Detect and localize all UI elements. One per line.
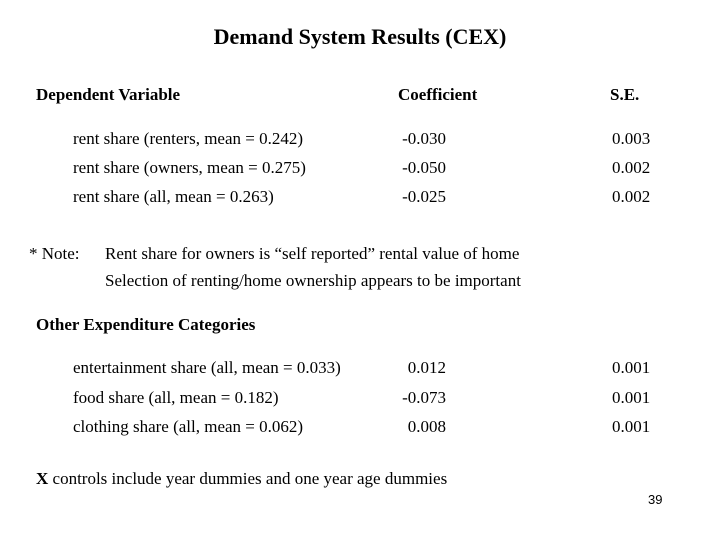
table-row: rent share (all, mean = 0.263) -0.025 0.… (0, 187, 720, 209)
note-marker: * Note: (29, 244, 80, 263)
row-label: rent share (renters, mean = 0.242) (73, 129, 304, 148)
coefficient-value: -0.030 (402, 129, 446, 148)
column-header-dependent-variable: Dependent Variable (36, 85, 181, 104)
note-text-line-2: Selection of renting/home ownership appe… (105, 271, 521, 290)
page-title: Demand System Results (CEX) (213, 24, 507, 49)
table-row: entertainment share (all, mean = 0.033) … (0, 358, 720, 380)
se-value: 0.001 (612, 358, 651, 377)
footnote-x-symbol: X (36, 469, 49, 488)
coefficient-value: 0.008 (407, 417, 446, 436)
footnote: X controls include year dummies and one … (36, 469, 447, 489)
row-label: rent share (all, mean = 0.263) (73, 187, 274, 206)
page-number: 39 (648, 492, 663, 507)
column-header-se: S.E. (610, 85, 640, 104)
section-heading: Other Expenditure Categories (36, 315, 256, 334)
table-row: food share (all, mean = 0.182) -0.073 0.… (0, 388, 720, 410)
table-row: rent share (renters, mean = 0.242) -0.03… (0, 129, 720, 151)
se-value: 0.002 (612, 158, 651, 177)
note-text-line-1: Rent share for owners is “self reported”… (105, 244, 520, 263)
coefficient-value: -0.050 (402, 158, 446, 177)
note-line: * Note: Rent share for owners is “self r… (0, 244, 720, 266)
row-label: rent share (owners, mean = 0.275) (73, 158, 306, 177)
note-line: Selection of renting/home ownership appe… (0, 271, 720, 293)
row-label: clothing share (all, mean = 0.062) (73, 417, 304, 436)
se-value: 0.001 (612, 388, 651, 407)
se-value: 0.003 (612, 129, 651, 148)
se-value: 0.001 (612, 417, 651, 436)
coefficient-value: -0.025 (402, 187, 446, 206)
coefficient-value: 0.012 (407, 358, 446, 377)
results-table-header: Dependent Variable Coefficient S.E. (0, 85, 720, 107)
row-label: food share (all, mean = 0.182) (73, 388, 279, 407)
table-row: clothing share (all, mean = 0.062) 0.008… (0, 417, 720, 439)
footnote-text: controls include year dummies and one ye… (48, 469, 448, 488)
se-value: 0.002 (612, 187, 651, 206)
column-header-coefficient: Coefficient (398, 85, 478, 104)
coefficient-value: -0.073 (402, 388, 446, 407)
table-row: rent share (owners, mean = 0.275) -0.050… (0, 158, 720, 180)
row-label: entertainment share (all, mean = 0.033) (73, 358, 341, 377)
